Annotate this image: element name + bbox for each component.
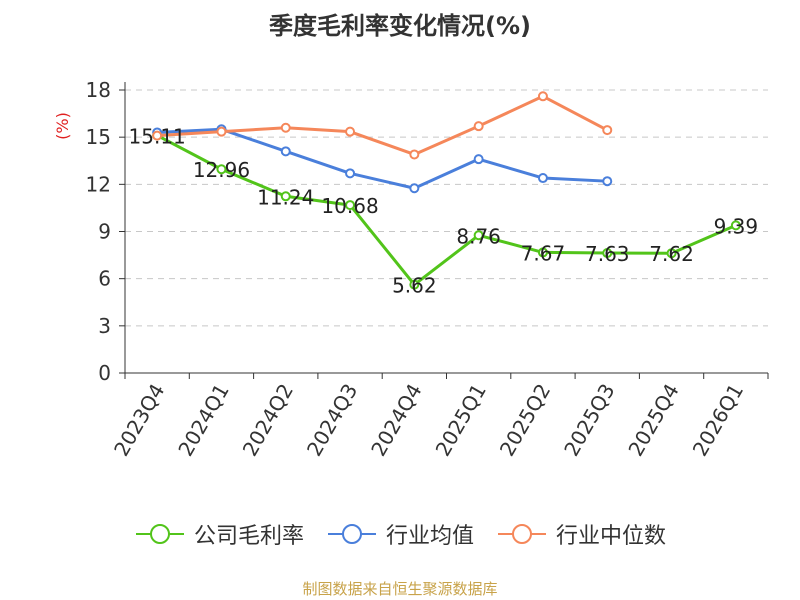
data-point [280, 191, 291, 202]
series-lines [152, 91, 741, 290]
legend-swatch-icon [327, 524, 376, 544]
data-point [216, 164, 227, 175]
y-tick-label: 6 [98, 267, 111, 291]
data-label: 7.63 [585, 242, 630, 266]
legend-label: 行业均值 [385, 524, 474, 549]
data-point [602, 176, 613, 187]
data-point [602, 248, 613, 259]
x-tick-label: 2024Q2 [238, 380, 298, 461]
legend-label: 行业中位数 [556, 524, 667, 549]
data-label: 10.68 [321, 194, 378, 218]
data-point [345, 126, 356, 137]
data-label: 12.96 [193, 158, 250, 182]
data-label: 5.62 [392, 274, 437, 298]
data-label: 7.62 [649, 242, 694, 266]
data-point [345, 200, 356, 211]
y-tick-label: 3 [98, 314, 111, 338]
chart-title: 季度毛利率变化情况(%) [269, 12, 531, 40]
legend-swatch-icon [498, 524, 546, 544]
series-line [157, 127, 608, 190]
data-point [280, 146, 291, 157]
data-point [280, 122, 291, 133]
x-tick-label: 2023Q4 [109, 380, 169, 461]
data-labels: 15.11 12.96 11.24 10.68 5.62 8.76 7.67 7.63 7.62… [129, 124, 759, 297]
x-tick-label: 2024Q1 [173, 380, 233, 461]
data-label: 9.39 [714, 214, 759, 238]
data-label: 8.76 [456, 224, 501, 248]
legend-item[interactable]: 行业均值 [326, 518, 474, 550]
x-tick-label: 2025Q3 [559, 380, 619, 461]
source-note: 制图数据来自恒生聚源数据库 [302, 580, 498, 598]
data-point [473, 121, 484, 132]
legend-item[interactable]: 公司毛利率 [134, 518, 304, 550]
x-tick-label: 2025Q4 [623, 380, 683, 461]
grid-lines [125, 89, 768, 327]
data-label: 15.11 [129, 124, 186, 148]
legend: 公司毛利率 行业均值 行业中位数 [0, 518, 800, 550]
data-point [409, 279, 420, 290]
data-point [216, 126, 227, 137]
data-point [537, 91, 548, 102]
series-line [157, 94, 608, 156]
series-line [156, 134, 737, 287]
y-axis-label: (%) [53, 112, 72, 140]
x-tick-label: 2024Q4 [366, 380, 426, 461]
y-tick-label: 18 [86, 78, 111, 102]
x-tick-label: 2024Q3 [302, 380, 362, 461]
data-point [473, 154, 484, 165]
y-tick-label: 15 [86, 125, 111, 149]
data-point [730, 220, 741, 231]
legend-label: 公司毛利率 [193, 524, 304, 549]
x-tick-label: 2026Q1 [688, 380, 748, 461]
data-point [537, 247, 548, 258]
data-point [152, 130, 163, 141]
data-point [345, 168, 356, 179]
y-tick-label: 0 [98, 361, 111, 385]
x-tick-label: 2025Q1 [431, 380, 491, 461]
data-label: 11.24 [257, 185, 314, 209]
x-tick-label: 2025Q2 [495, 380, 555, 461]
legend-item[interactable]: 行业中位数 [496, 518, 666, 550]
y-tick-label: 12 [86, 172, 111, 196]
data-point [537, 173, 548, 184]
legend-swatch-icon [135, 524, 184, 544]
data-point [409, 149, 420, 160]
axes: 0 3 6 9 12 15 18 2023Q4 2024Q1 2024Q2 2024Q3 2024Q4… [86, 78, 769, 461]
data-point [666, 248, 677, 259]
data-point [602, 125, 613, 136]
data-label: 7.67 [521, 241, 566, 265]
data-point [409, 183, 420, 194]
data-point [473, 230, 484, 241]
y-tick-label: 9 [98, 220, 111, 244]
